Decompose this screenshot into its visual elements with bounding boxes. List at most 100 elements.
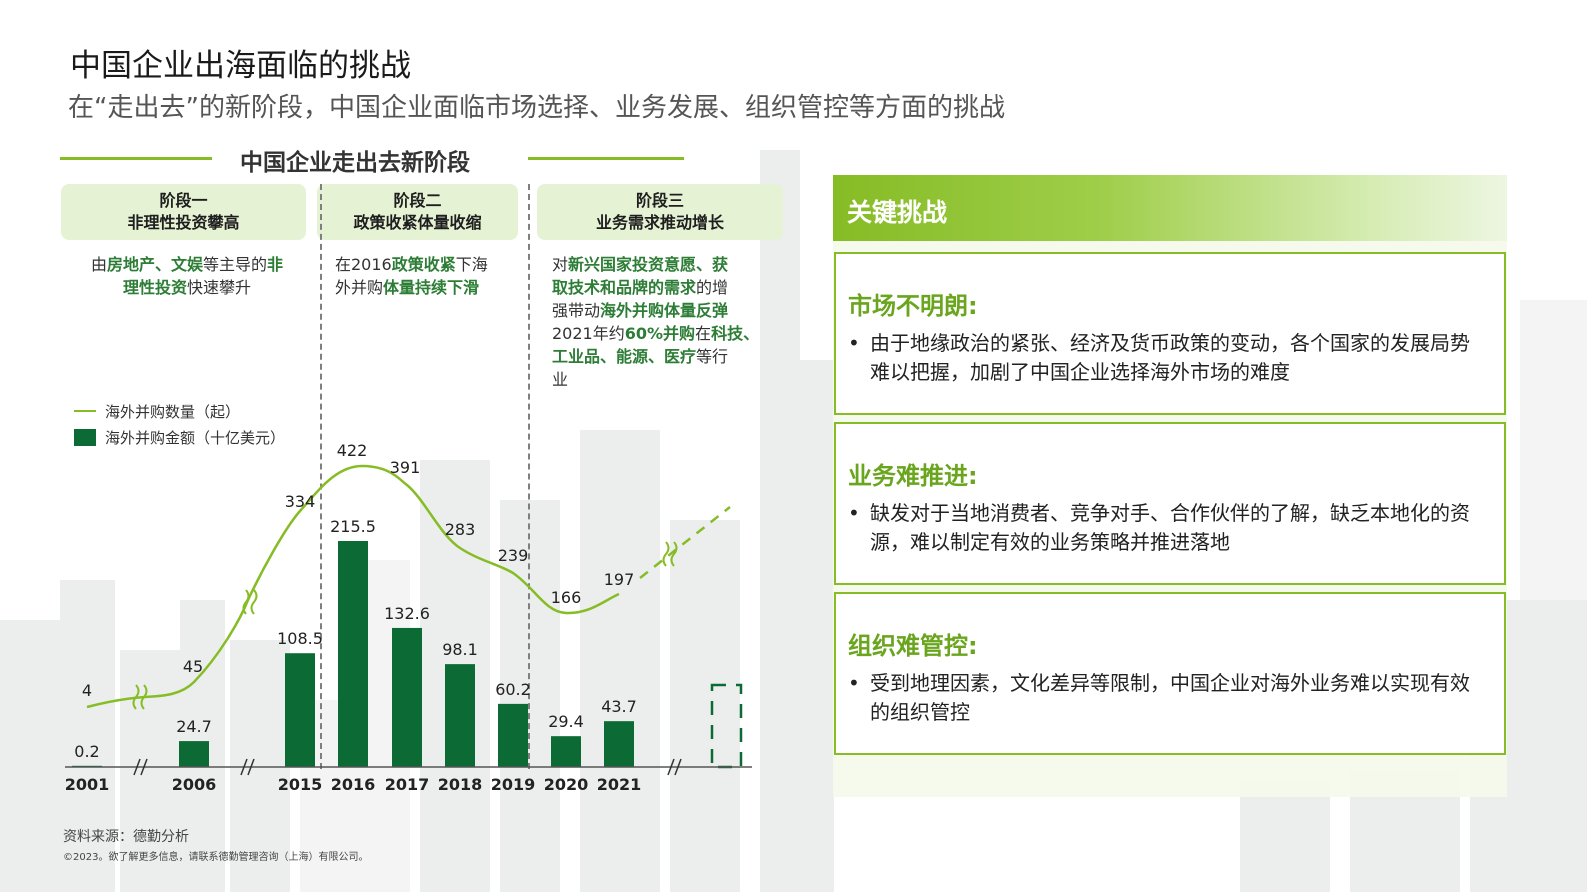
stage-2-name: 政策收紧体量收缩	[353, 213, 482, 232]
bullet-icon: •	[848, 501, 860, 525]
legend-count-label: 海外并购数量（起）	[105, 402, 241, 421]
stage-1-name: 非理性投资攀高	[127, 213, 240, 232]
x-tick-2006: 2006	[172, 775, 217, 794]
description-line: 对新兴国家投资意愿、获	[552, 253, 772, 276]
bar-label-2001: 0.2	[74, 742, 99, 761]
line-break-mark-1	[132, 684, 148, 710]
bar-label-2015: 108.5	[277, 629, 323, 648]
bar-label-2006: 24.7	[176, 717, 212, 736]
bar-label-2017: 132.6	[384, 604, 430, 623]
stage-3-label: 阶段三	[635, 191, 684, 210]
description-line: 工业品、能源、医疗等行	[552, 345, 772, 368]
future-bar-placeholder	[710, 683, 743, 769]
legend-item-amount: 海外并购金额（十亿美元）	[74, 424, 285, 450]
stage-divider-2	[528, 184, 530, 769]
bar-label-2016: 215.5	[330, 517, 376, 536]
highlight-text: 非	[267, 255, 284, 274]
description-line: 取技术和品牌的需求的增	[552, 276, 772, 299]
plain-text: 快速攀升	[187, 278, 252, 297]
line-label-2018: 283	[445, 520, 476, 539]
section-header-line-left	[60, 157, 212, 160]
line-label-2001: 4	[82, 681, 92, 700]
bar-2015	[285, 653, 315, 767]
bar-label-2020: 29.4	[548, 712, 584, 731]
line-label-2020: 166	[551, 588, 582, 607]
challenge-body: • 由于地缘政治的紧张、经济及货币政策的变动，各个国家的发展局势难以把握，加剧了…	[848, 329, 1488, 387]
highlight-text: 工业品、能源、医疗	[552, 347, 697, 366]
challenges-header: 关键挑战	[833, 175, 1507, 241]
highlight-text: 科技、	[711, 324, 760, 343]
x-tick-2016: 2016	[331, 775, 376, 794]
highlight-text: 理性投资	[122, 278, 187, 297]
axis-break-mark-2	[240, 758, 255, 776]
description-line: 由房地产、文娱等主导的非	[72, 253, 302, 276]
bar-label-2018: 98.1	[442, 640, 478, 659]
stage-2-label: 阶段二	[393, 191, 442, 210]
section-header: 中国企业走出去新阶段	[60, 142, 685, 176]
challenges-title: 关键挑战	[847, 198, 948, 227]
challenge-text: 由于地缘政治的紧张、经济及货币政策的变动，各个国家的发展局势难以把握，加剧了中国…	[870, 331, 1470, 384]
x-tick-2021: 2021	[597, 775, 642, 794]
highlight-text: 海外并购体量反弹	[600, 301, 729, 320]
count-line-projection	[639, 506, 731, 579]
stage-1-box: 阶段一 非理性投资攀高	[61, 184, 306, 240]
mna-chart: 0.2 24.7 108.5 215.5 132.6 98.1 60.2 29.4 43.7 20…	[65, 441, 752, 794]
page-subtitle: 在“走出去”的新阶段，中国企业面临市场选择、业务发展、组织管控等方面的挑战	[68, 93, 1005, 123]
bullet-icon: •	[848, 671, 860, 695]
axis-break-mark-1	[133, 758, 148, 776]
highlight-text: 新兴国家投资意愿、获	[568, 255, 729, 274]
x-tick-2015: 2015	[278, 775, 323, 794]
legend-item-count: 海外并购数量（起）	[74, 398, 285, 424]
stage-3-name: 业务需求推动增长	[595, 213, 724, 232]
plain-text: 2021年约	[552, 324, 625, 343]
stage-1-label: 阶段一	[159, 191, 208, 210]
bar-label-2019: 60.2	[495, 680, 531, 699]
section-header-line-right	[528, 157, 684, 160]
description-line: 业	[552, 368, 772, 391]
bar-label-2021: 43.7	[601, 697, 637, 716]
stage-divider-1	[320, 184, 322, 769]
challenge-card-business: 业务难推进: • 缺发对于当地消费者、竞争对手、合作伙伴的了解，缺乏本地化的资源…	[834, 422, 1506, 585]
line-label-2016: 422	[337, 441, 368, 460]
plain-text: 的增	[696, 278, 729, 297]
challenge-card-market: 市场不明朗: • 由于地缘政治的紧张、经济及货币政策的变动，各个国家的发展局势难…	[834, 252, 1506, 415]
stage-3-description: 对新兴国家投资意愿、获 取技术和品牌的需求的增 强带动海外并购体量反弹 2021年约6…	[552, 253, 772, 391]
copyright-note: ©2023。欲了解更多信息，请联系德勤管理咨询（上海）有限公司。	[63, 852, 369, 863]
description-line: 外并购体量持续下滑	[335, 276, 515, 299]
count-line	[86, 464, 620, 709]
challenge-card-organization: 组织难管控: • 受到地理因素，文化差异等限制，中国企业对海外业务难以实现有效的…	[834, 592, 1506, 755]
bullet-icon: •	[848, 331, 860, 355]
line-label-2015: 334	[285, 492, 316, 511]
highlight-text: 体量持续下滑	[383, 278, 480, 297]
highlight-text: 取技术和品牌的需求	[552, 278, 697, 297]
description-line: 理性投资快速攀升	[72, 276, 302, 299]
highlight-text: 房地产、文娱	[106, 255, 203, 274]
line-label-2006: 45	[183, 657, 203, 676]
plain-text: 外并购	[335, 278, 384, 297]
bar-2018	[445, 664, 475, 767]
challenge-body: • 受到地理因素，文化差异等限制，中国企业对海外业务难以实现有效的组织管控	[848, 669, 1488, 727]
challenge-body: • 缺发对于当地消费者、竞争对手、合作伙伴的了解，缺乏本地化的资源，难以制定有效…	[848, 499, 1488, 557]
plain-text: 下海	[455, 255, 488, 274]
challenge-title: 组织难管控:	[848, 632, 978, 660]
challenge-title: 市场不明朗:	[848, 292, 978, 320]
legend-line-swatch	[74, 410, 96, 412]
line-label-2017: 391	[390, 458, 421, 477]
axis-break-mark-3	[667, 758, 682, 776]
line-label-2019: 239	[498, 546, 529, 565]
line-break-mark-2	[242, 589, 258, 615]
bar-2016	[338, 541, 368, 767]
description-line: 2021年约60%并购在科技、	[552, 322, 772, 345]
highlight-text: 政策收紧	[391, 255, 456, 274]
description-line: 强带动海外并购体量反弹	[552, 299, 772, 322]
source-note: 资料来源：德勤分析	[63, 829, 189, 845]
bar-2019	[498, 703, 528, 767]
stage-2-box: 阶段二 政策收紧体量收缩	[317, 184, 518, 240]
bar-2020	[551, 736, 581, 767]
line-label-2021: 197	[604, 570, 635, 589]
bar-2006	[179, 741, 209, 767]
x-tick-2018: 2018	[438, 775, 483, 794]
bar-2021	[604, 721, 634, 767]
plain-text: 在2016	[335, 255, 392, 274]
